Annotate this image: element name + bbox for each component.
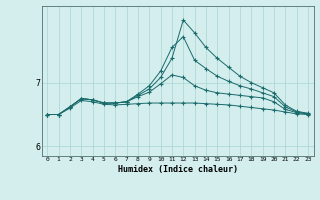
X-axis label: Humidex (Indice chaleur): Humidex (Indice chaleur) [118, 165, 237, 174]
